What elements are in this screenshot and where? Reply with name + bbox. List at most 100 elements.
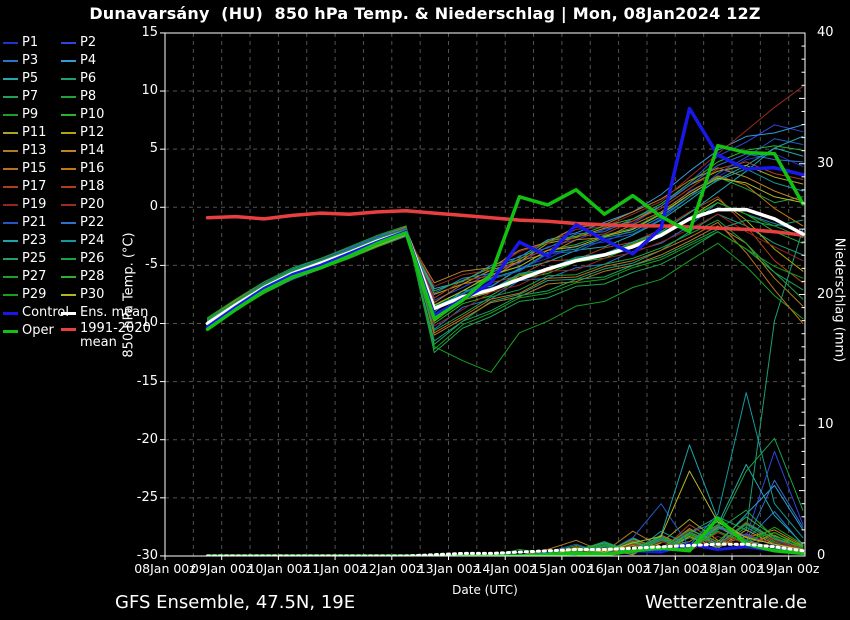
oper-precip-line xyxy=(205,516,805,556)
legend-swatch xyxy=(3,114,18,116)
legend-swatch xyxy=(3,311,18,315)
y-left-tick-label: -10 xyxy=(136,315,158,331)
member-precip-line-P30 xyxy=(207,470,804,556)
legend-label: P29 xyxy=(22,287,47,302)
legend-swatch xyxy=(61,60,76,62)
legend-label: P30 xyxy=(80,287,105,302)
legend-item-p15: P15 xyxy=(3,162,61,176)
member-precip-line-P1 xyxy=(207,522,804,556)
y-left-tick-label: -20 xyxy=(136,431,158,447)
legend-item-p20: P20 xyxy=(61,198,151,212)
y-left-tick-label: 0 xyxy=(149,199,158,215)
y-left-tick-label: -25 xyxy=(136,489,158,505)
legend-item-p1: P1 xyxy=(3,36,61,50)
x-tick-label: 12Jan 00z xyxy=(360,561,423,576)
legend-swatch xyxy=(3,168,18,170)
legend-item-p12: P12 xyxy=(61,126,151,140)
legend-item-control: Control xyxy=(3,306,69,320)
legend-swatch xyxy=(3,276,18,278)
legend-label: P8 xyxy=(80,89,97,104)
member-temp-line-P25 xyxy=(207,219,804,345)
legend-label: P4 xyxy=(80,53,97,68)
legend-swatch xyxy=(3,258,18,260)
legend-swatch xyxy=(3,204,18,206)
legend-swatch xyxy=(61,186,76,188)
legend-label: P1 xyxy=(22,35,39,50)
gridlines xyxy=(165,33,805,556)
member-precip-line-P6 xyxy=(207,228,804,556)
legend-label: Ens. mean xyxy=(80,305,149,320)
climate-mean-temp-line xyxy=(205,209,805,237)
legend-label: P17 xyxy=(22,179,47,194)
legend-swatch xyxy=(3,60,18,62)
legend-item-p26: P26 xyxy=(61,252,151,266)
legend-swatch xyxy=(3,240,18,242)
legend-label: P20 xyxy=(80,197,105,212)
legend-item-p24: P24 xyxy=(61,234,151,248)
member-precip-line-P3 xyxy=(207,511,804,556)
legend-label: P15 xyxy=(22,161,47,176)
legend-label: P19 xyxy=(22,197,47,212)
legend-item-p29: P29 xyxy=(3,288,61,302)
legend-swatch xyxy=(61,327,76,331)
legend-item-p22: P22 xyxy=(61,216,151,230)
legend-item-p28: P28 xyxy=(61,270,151,284)
legend-swatch xyxy=(61,42,76,44)
member-temp-line-P9 xyxy=(207,225,804,373)
y-right-tick-label: 0 xyxy=(817,548,826,563)
legend-swatch xyxy=(61,96,76,98)
oper-temp-line xyxy=(205,143,805,332)
y-right-tick-label: 10 xyxy=(817,417,834,433)
legend-label: Control xyxy=(22,305,69,320)
footer-brand: Wetterzentrale.de xyxy=(645,592,808,613)
legend-item-p21: P21 xyxy=(3,216,61,230)
legend-item-oper: Oper xyxy=(3,324,61,338)
x-tick-label: 08Jan 00z xyxy=(134,561,196,576)
legend-swatch xyxy=(3,329,18,333)
legend-item-p14: P14 xyxy=(61,144,151,158)
legend-item-ens-mean: Ens. mean xyxy=(61,306,151,320)
member-precip-line-P27 xyxy=(207,526,804,556)
legend-item-p10: P10 xyxy=(61,108,151,122)
legend-label: P14 xyxy=(80,143,105,158)
control-temp-line xyxy=(205,106,805,329)
legend-label: P6 xyxy=(80,71,97,86)
member-precip-line-P10 xyxy=(207,521,804,556)
legend-item-p30: P30 xyxy=(61,288,151,302)
legend-swatch xyxy=(3,42,18,44)
legend-swatch xyxy=(61,168,76,170)
legend: P1 P2 P3 P4 P5 P6 P7 P8 P9 P10 P11 P12 P13 P14 P15 P16 P… xyxy=(3,34,151,349)
legend-label: P26 xyxy=(80,251,105,266)
legend-label: P13 xyxy=(22,143,47,158)
member-temp-line-P14 xyxy=(207,167,804,329)
axis-ticks xyxy=(160,32,805,560)
legend-swatch xyxy=(61,114,76,116)
legend-item-p23: P23 xyxy=(3,234,61,248)
legend-item-p19: P19 xyxy=(3,198,61,212)
y-left-tick-label: 5 xyxy=(149,141,158,157)
legend-label: P22 xyxy=(80,215,105,230)
legend-item-p3: P3 xyxy=(3,54,61,68)
legend-label: P27 xyxy=(22,269,47,284)
y-right-tick-label: 40 xyxy=(817,25,834,40)
legend-item-p16: P16 xyxy=(61,162,151,176)
legend-label: P3 xyxy=(22,53,39,68)
legend-label: P9 xyxy=(22,107,39,122)
x-tick-label: 13Jan 00z xyxy=(417,561,480,576)
legend-label: P12 xyxy=(80,125,105,140)
x-tick-label: 10Jan 00z xyxy=(247,561,310,576)
legend-swatch xyxy=(61,294,76,296)
legend-swatch xyxy=(61,132,76,134)
control-precip-line xyxy=(206,542,805,556)
y-right-tick-label: 30 xyxy=(817,155,834,171)
legend-item-p6: P6 xyxy=(61,72,151,86)
legend-swatch xyxy=(61,276,76,278)
legend-swatch xyxy=(61,222,76,224)
legend-swatch xyxy=(3,150,18,152)
legend-swatch xyxy=(3,222,18,224)
y-right-tick-label: 20 xyxy=(817,286,834,302)
legend-swatch xyxy=(3,294,18,296)
legend-item-p18: P18 xyxy=(61,180,151,194)
x-tick-label: 11Jan 00z xyxy=(304,561,366,576)
